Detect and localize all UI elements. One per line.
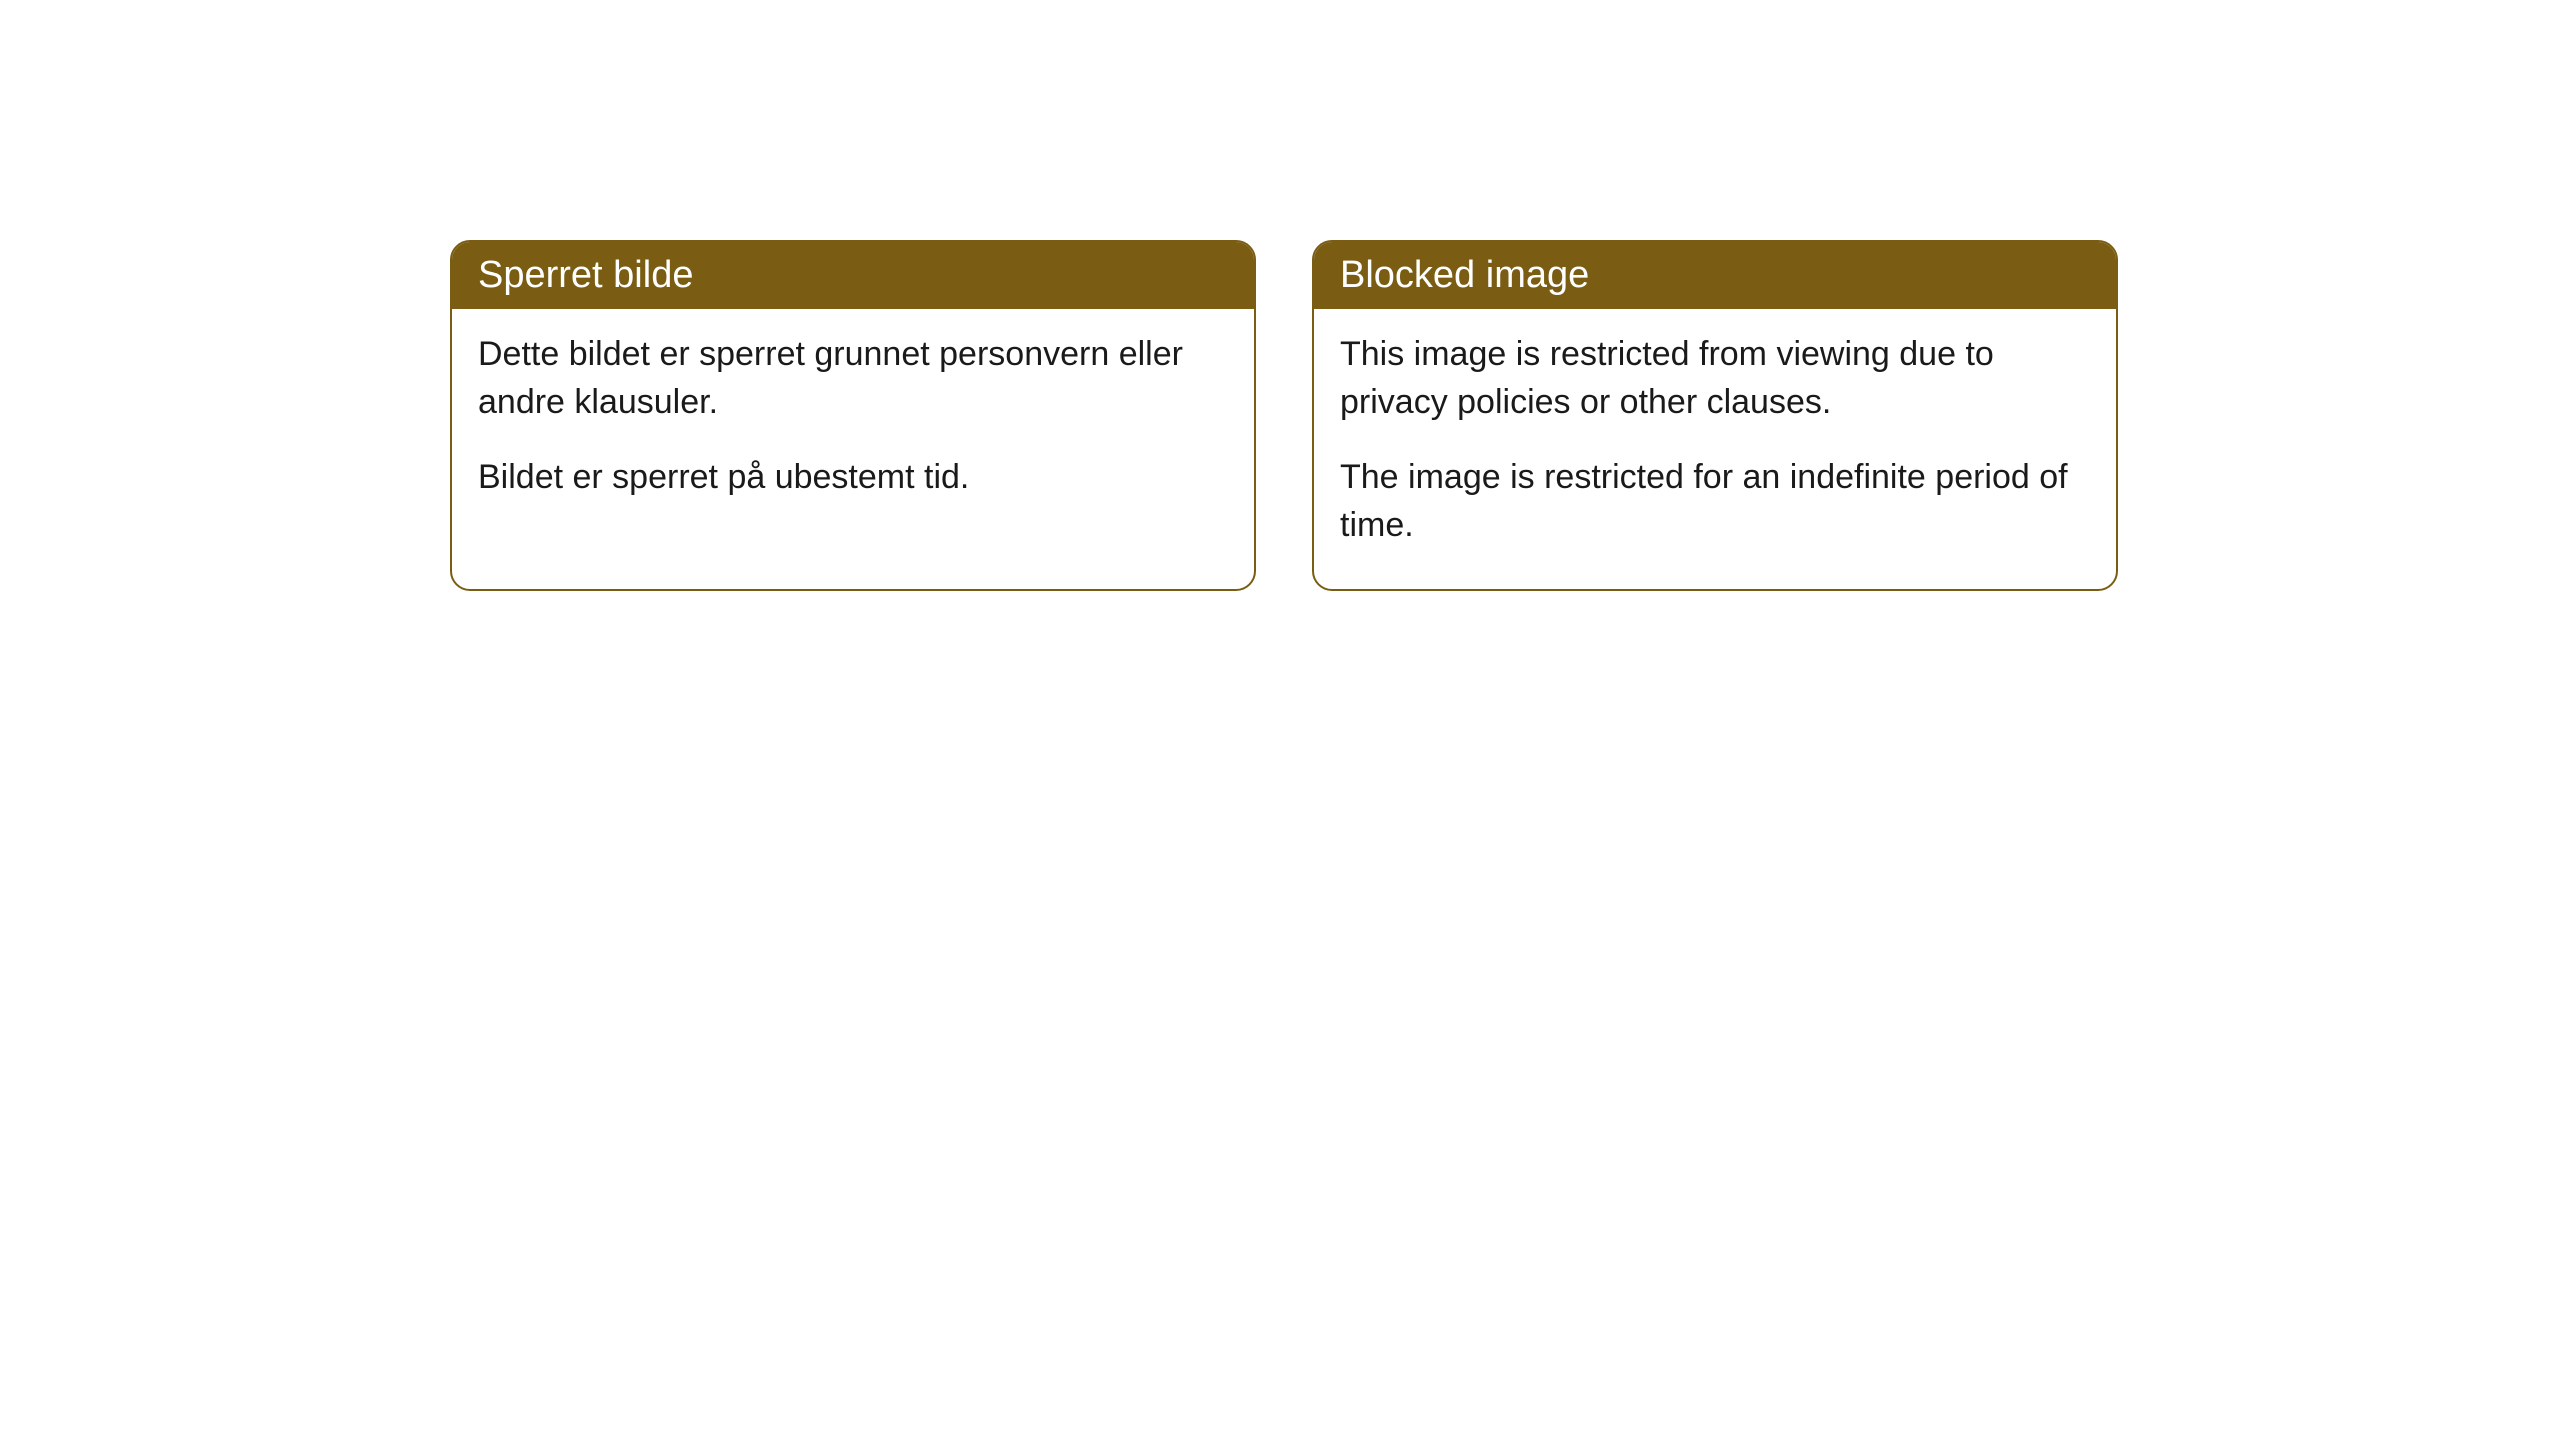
card-title: Blocked image [1340,254,1589,296]
notice-card-english: Blocked image This image is restricted f… [1312,240,2118,591]
card-paragraph: Bildet er sperret på ubestemt tid. [478,454,1228,502]
card-paragraph: Dette bildet er sperret grunnet personve… [478,331,1228,426]
notice-cards-container: Sperret bilde Dette bildet er sperret gr… [450,240,2118,591]
card-body: Dette bildet er sperret grunnet personve… [452,309,1254,542]
notice-card-norwegian: Sperret bilde Dette bildet er sperret gr… [450,240,1256,591]
card-title: Sperret bilde [478,254,693,296]
card-header: Sperret bilde [452,242,1254,309]
card-body: This image is restricted from viewing du… [1314,309,2116,589]
card-header: Blocked image [1314,242,2116,309]
card-paragraph: This image is restricted from viewing du… [1340,331,2090,426]
card-paragraph: The image is restricted for an indefinit… [1340,454,2090,549]
